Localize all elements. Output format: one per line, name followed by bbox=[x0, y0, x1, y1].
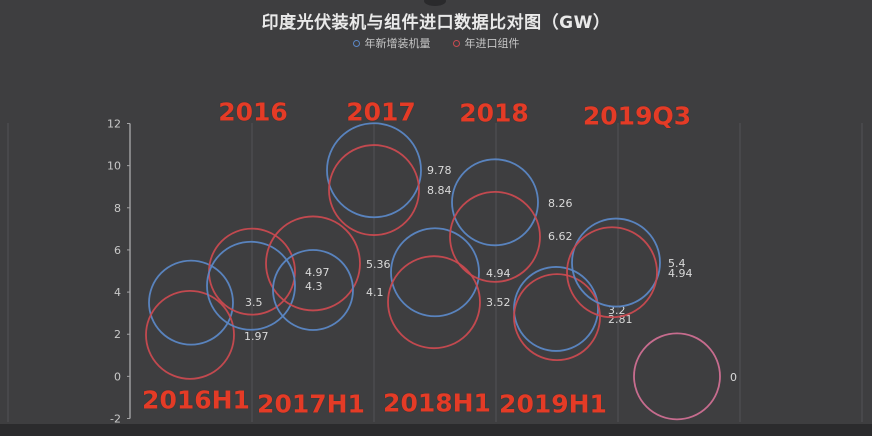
y-axis-tick-label: 0 bbox=[114, 370, 121, 383]
circle-marker-icon bbox=[452, 39, 460, 47]
value-label-import-2019Q3: 4.94 bbox=[668, 267, 693, 280]
annotation-2018: 2018 bbox=[459, 98, 529, 128]
circle-marker-icon bbox=[352, 39, 360, 47]
y-axis-tick-label: 12 bbox=[107, 118, 121, 131]
y-axis-tick-label: 6 bbox=[114, 244, 121, 257]
value-label-install-2018: 8.26 bbox=[548, 197, 573, 210]
value-label-import-2016H1: 1.97 bbox=[244, 330, 269, 343]
bubble-install-2017 bbox=[326, 122, 422, 219]
value-label-zero-extra: 0 bbox=[730, 371, 737, 384]
annotation-2018H1: 2018H1 bbox=[383, 388, 491, 418]
value-label-import-2019H1: 2.81 bbox=[608, 313, 633, 326]
bubble-install-2018 bbox=[451, 158, 539, 247]
value-label-import-2018H1: 3.52 bbox=[486, 296, 511, 309]
bubble-install-2018H1 bbox=[390, 227, 480, 318]
y-axis-tick-label: 4 bbox=[114, 286, 121, 299]
annotation-2017H1: 2017H1 bbox=[257, 389, 365, 419]
value-label-install-2016H1: 3.5 bbox=[245, 296, 263, 309]
bubble-import-2018H1 bbox=[387, 255, 481, 350]
bottom-bar-decoration bbox=[0, 424, 872, 436]
bubble-import-2019H1 bbox=[513, 273, 601, 362]
value-label-import-2017H1: 5.36 bbox=[366, 258, 391, 271]
top-notch-decoration bbox=[424, 0, 446, 6]
bubble-install-2016H1 bbox=[148, 259, 234, 346]
bubble-import-2018 bbox=[449, 190, 541, 283]
bubble-zero-extra bbox=[633, 332, 721, 421]
legend-item-installs: 年新增装机量 bbox=[352, 35, 431, 51]
value-label-import-2017: 8.84 bbox=[427, 184, 452, 197]
bubble-import-2019Q3 bbox=[566, 226, 658, 319]
value-label-install-2017: 9.78 bbox=[427, 164, 452, 177]
annotation-2017: 2017 bbox=[346, 97, 416, 127]
legend-item-imports: 年进口组件 bbox=[452, 35, 520, 51]
y-axis-tick-label: 10 bbox=[107, 160, 121, 173]
bubble-install-2019Q3 bbox=[571, 217, 661, 308]
annotation-2019H1: 2019H1 bbox=[499, 389, 607, 419]
y-axis-tick-label: 2 bbox=[114, 328, 121, 341]
bubble-import-2017H1 bbox=[265, 215, 361, 312]
chart-title: 印度光伏装机与组件进口数据比对图（GW） bbox=[261, 13, 611, 33]
annotation-2016H1: 2016H1 bbox=[142, 385, 250, 415]
bubble-install-2017H1 bbox=[272, 249, 354, 331]
value-label-install-2018H1: 4.94 bbox=[486, 267, 511, 280]
bubble-install-2016 bbox=[206, 240, 296, 331]
value-label-import-2016: 4.97 bbox=[305, 266, 330, 279]
legend: 年新增装机量 年进口组件 bbox=[0, 35, 872, 51]
legend-label-imports: 年进口组件 bbox=[464, 37, 520, 50]
value-label-install-2017H1: 4.1 bbox=[366, 286, 384, 299]
value-label-install-2019Q3: 5.4 bbox=[668, 257, 686, 270]
annotation-2016: 2016 bbox=[218, 97, 288, 127]
y-axis-tick-label: 8 bbox=[114, 202, 121, 215]
legend-label-installs: 年新增装机量 bbox=[364, 37, 431, 50]
value-label-import-2018: 6.62 bbox=[548, 230, 573, 243]
y-axis-tick-label: -2 bbox=[110, 413, 121, 426]
annotation-2019Q3: 2019Q3 bbox=[582, 101, 692, 131]
value-label-install-2016: 4.3 bbox=[305, 280, 323, 293]
bubble-import-2017 bbox=[328, 144, 420, 236]
bubble-import-2016H1 bbox=[145, 289, 235, 380]
